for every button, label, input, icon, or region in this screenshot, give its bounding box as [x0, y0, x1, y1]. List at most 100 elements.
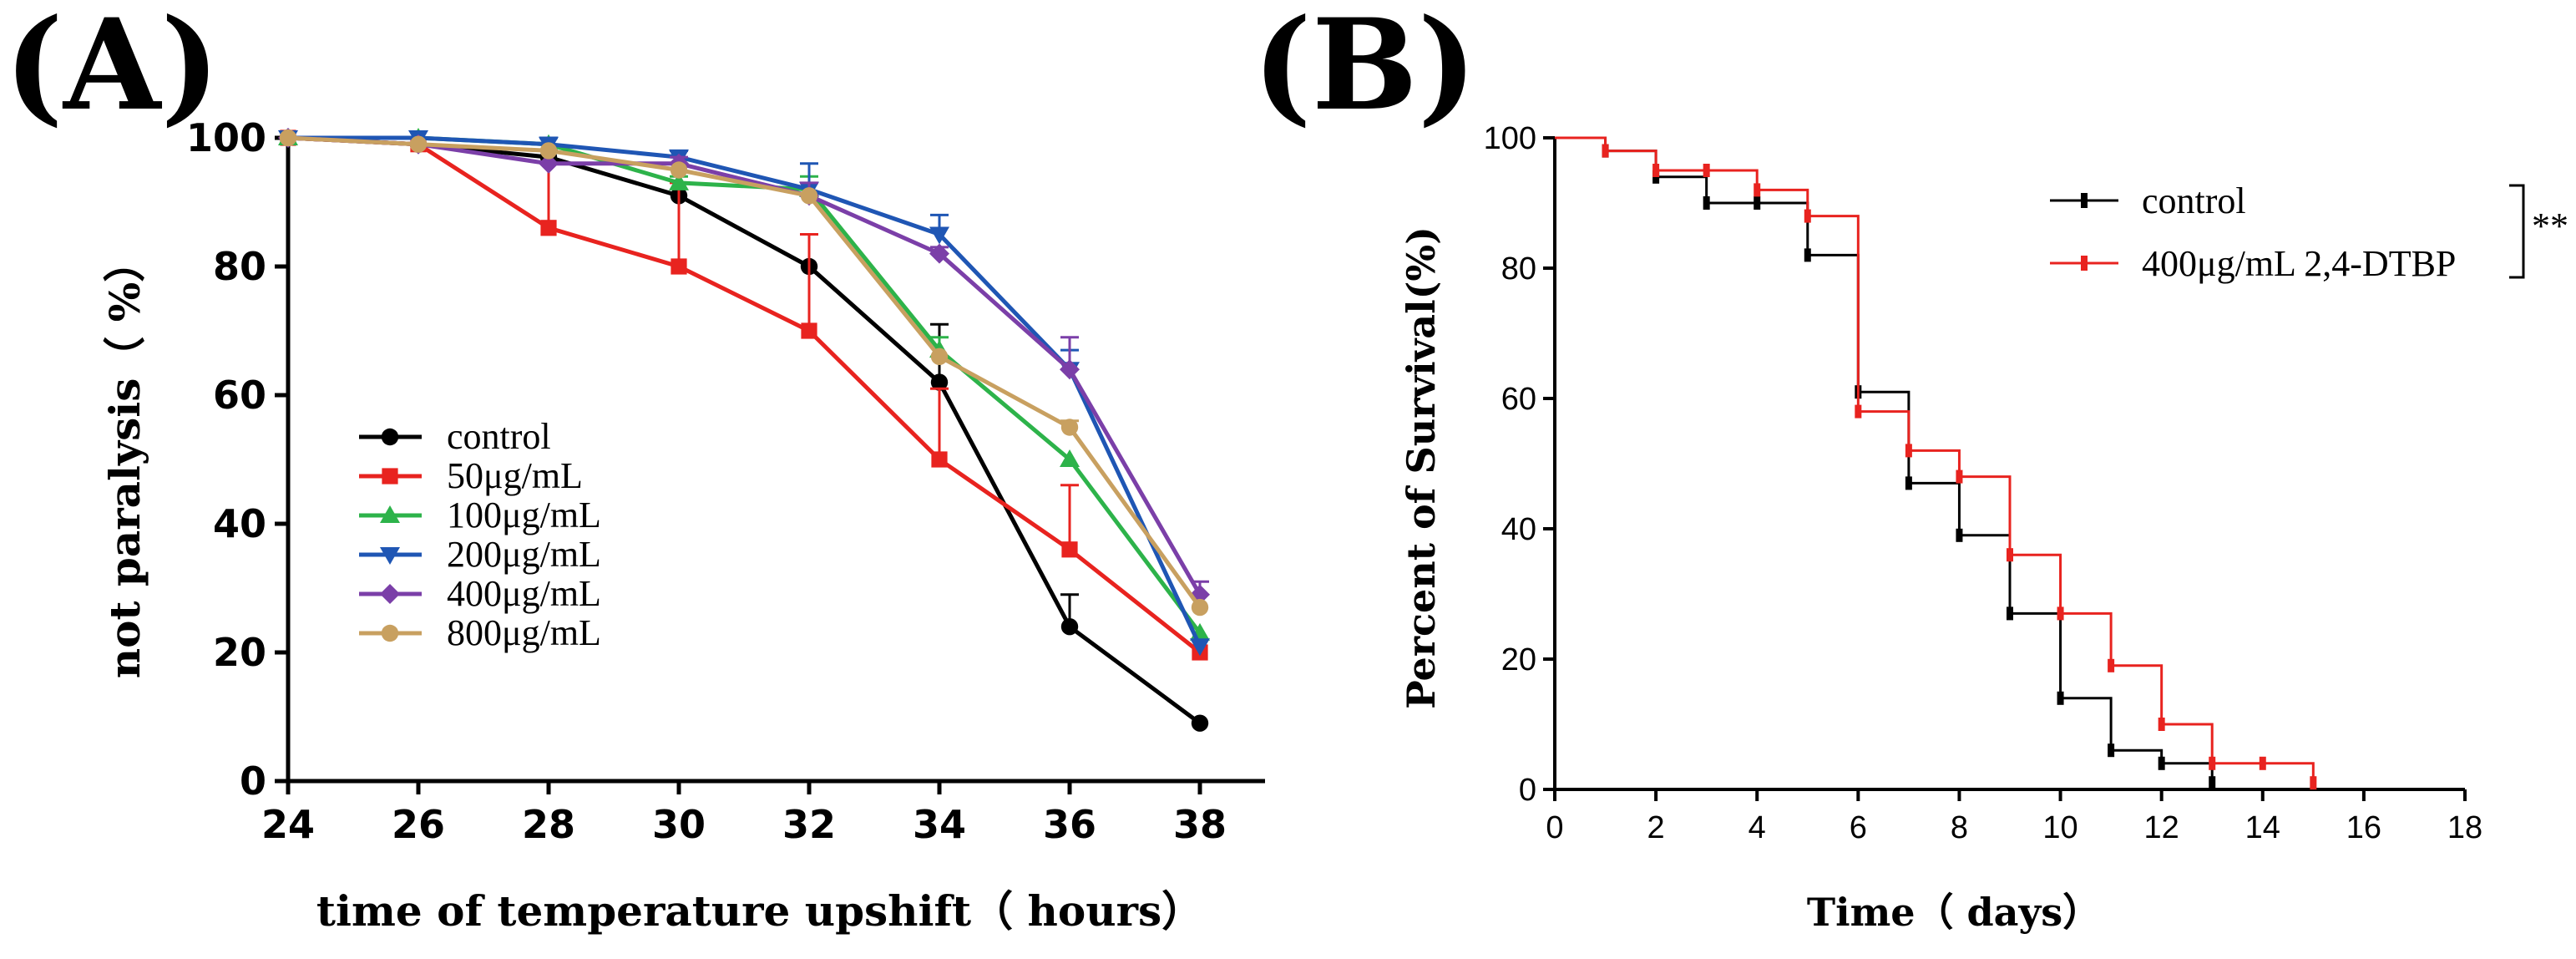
- panel-b-y-axis-label: Percent of Survival(%): [1399, 226, 1444, 709]
- panel-b-x-tick-label: 6: [1850, 810, 1867, 845]
- significance-label: **: [2532, 206, 2568, 246]
- panel-a-y-tick-label: 0: [240, 759, 266, 804]
- panel-b-x-tick-label: 14: [2245, 810, 2280, 845]
- legend-item-800-g-ml: 800μg/mL: [359, 612, 601, 653]
- legend-item-400-g-ml-2-4-dtbp: 400μg/mL 2,4-DTBP: [2050, 243, 2456, 284]
- panel-a-x-tick-label: 26: [392, 802, 445, 847]
- panel-a-x-tick-label: 38: [1173, 802, 1227, 847]
- panel-a-axes: 0 20 40 60 80 100 24 26 28 30 32 34 36 38: [186, 115, 1265, 847]
- panel-a-y-axis-label: not paralysis（ %）: [100, 241, 149, 679]
- panel-a-x-tick-label: 28: [522, 802, 575, 847]
- survival-curve-400-g-ml-2-4-dtbp: [1555, 136, 2315, 789]
- data-point: [931, 451, 948, 468]
- survival-curve-control: [1555, 136, 2214, 789]
- panel-b-y-tick-label: 40: [1501, 512, 1536, 547]
- panel-b-x-tick-label: 8: [1951, 810, 1968, 845]
- panel-b-legend: control 400μg/mL 2,4-DTBP **: [2050, 180, 2568, 284]
- panel-b-label: (B): [1253, 0, 1477, 139]
- panel-a: (A) time of temperature upshift（ hours） …: [4, 0, 1265, 936]
- series-800-g-ml: [279, 129, 1209, 616]
- censor-mark: [2209, 776, 2216, 790]
- panel-a-legend: control50μg/mL100μg/mL200μg/mL400μg/mL80…: [359, 416, 601, 653]
- panel-a-x-tick-label: 30: [652, 802, 706, 847]
- legend-item-200-g-ml: 200μg/mL: [359, 534, 601, 575]
- data-point: [801, 322, 817, 339]
- data-point: [930, 348, 949, 365]
- legend-label: control: [447, 416, 551, 457]
- panel-b-y-tick-label: 0: [1519, 773, 1536, 808]
- legend-marker: [2081, 193, 2088, 208]
- series-line-100-g-ml: [288, 135, 1202, 635]
- panel-b-x-tick-label: 10: [2042, 810, 2078, 845]
- panel-a-label: (A): [4, 0, 220, 139]
- series-100-g-ml: [278, 128, 1210, 641]
- data-point: [669, 172, 689, 190]
- legend-item-control: control: [359, 416, 551, 457]
- panel-b-x-axis-label: Time（ days）: [1807, 890, 2101, 935]
- panel-b-x-tick-label: 18: [2447, 810, 2482, 845]
- censor-mark: [1855, 404, 1862, 419]
- panel-a-x-tick-label: 24: [261, 802, 315, 847]
- data-point: [539, 153, 559, 174]
- censor-mark: [2057, 691, 2064, 705]
- data-point: [539, 142, 558, 160]
- series-line-200-g-ml: [288, 135, 1202, 647]
- data-point: [409, 135, 428, 153]
- series-50-g-ml: [280, 129, 1208, 661]
- censor-mark: [1652, 164, 1660, 177]
- data-point: [1060, 359, 1080, 380]
- panel-b-axes: 0 20 40 60 80 100 0 2 4 6 8 10 12 14 16 18: [1484, 121, 2483, 845]
- legend-marker: [380, 547, 400, 565]
- censor-mark: [1703, 164, 1710, 177]
- legend-item-50-g-ml: 50μg/mL: [359, 455, 583, 496]
- panel-b: (B) Time（ days） Percent of Survival(%) 0…: [1253, 0, 2568, 935]
- data-point: [671, 258, 687, 275]
- panel-b-x-tick-label: 16: [2346, 810, 2381, 845]
- panel-a-x-tick-label: 36: [1043, 802, 1096, 847]
- censor-mark: [2108, 658, 2115, 672]
- legend-label: 100μg/mL: [447, 495, 601, 535]
- data-point: [540, 220, 557, 236]
- censor-mark: [1602, 144, 1609, 158]
- panel-a-y-tick-label: 80: [213, 244, 266, 289]
- censor-mark: [2108, 743, 2115, 758]
- panel-a-series: [278, 128, 1210, 732]
- censor-mark: [1905, 476, 1912, 490]
- censor-mark: [1804, 209, 1811, 223]
- censor-mark: [1804, 248, 1811, 262]
- panel-b-x-tick-label: 2: [1647, 810, 1665, 845]
- censor-mark: [1703, 196, 1710, 210]
- legend-item-control: control: [2050, 180, 2246, 221]
- panel-b-x-tick-label: 12: [2144, 810, 2179, 845]
- legend-marker: [381, 624, 399, 642]
- censor-mark: [2209, 756, 2216, 770]
- censor-mark: [2259, 756, 2266, 770]
- censor-mark: [1905, 444, 1912, 458]
- data-point: [800, 187, 818, 205]
- legend-label: control: [2142, 180, 2246, 221]
- censor-mark: [1754, 183, 1761, 197]
- censor-mark: [2158, 756, 2165, 770]
- panel-a-x-axis-label: time of temperature upshift（ hours）: [316, 886, 1203, 936]
- censor-mark: [1754, 196, 1761, 210]
- legend-marker: [380, 584, 400, 604]
- panel-a-x-tick-label: 32: [782, 802, 836, 847]
- data-point: [1060, 449, 1080, 467]
- panel-b-y-tick-label: 80: [1501, 251, 1536, 287]
- data-point: [1191, 598, 1209, 616]
- data-point: [279, 129, 297, 147]
- censor-mark: [1956, 528, 1963, 542]
- data-point: [1060, 419, 1079, 436]
- legend-label: 200μg/mL: [447, 534, 601, 575]
- panel-a-y-tick-label: 60: [213, 373, 266, 418]
- panel-b-y-tick-label: 100: [1484, 121, 1536, 156]
- legend-marker: [382, 468, 398, 485]
- panel-a-x-tick-label: 34: [913, 802, 966, 847]
- censor-mark: [2007, 548, 2013, 562]
- legend-item-400-g-ml: 400μg/mL: [359, 573, 601, 614]
- legend-marker: [381, 428, 399, 446]
- panel-b-y-tick-label: 20: [1501, 642, 1536, 677]
- data-point: [1061, 541, 1078, 558]
- censor-mark: [1956, 469, 1963, 484]
